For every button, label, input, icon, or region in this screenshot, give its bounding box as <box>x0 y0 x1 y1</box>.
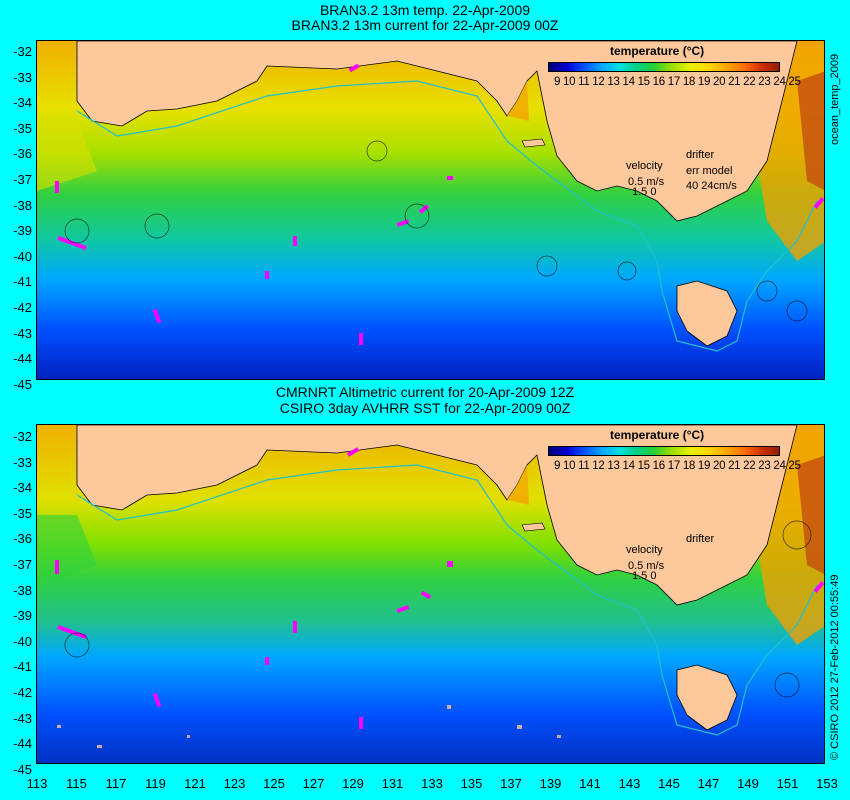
bottom-y-tick-label: -38 <box>13 582 32 598</box>
bottom-y-tick-label: -34 <box>13 480 32 496</box>
bottom-y-tick-label: -39 <box>13 608 32 624</box>
bottom-map-panel <box>36 424 825 764</box>
x-tick-label: 141 <box>579 776 601 791</box>
bottom-title-line2: CSIRO 3day AVHRR SST for 22-Apr-2009 00Z <box>279 400 571 416</box>
top-colorbar <box>548 62 780 72</box>
x-tick-label: 117 <box>105 776 127 791</box>
bottom-y-tick-label: -36 <box>13 531 32 547</box>
top-y-tick-label: -34 <box>13 95 32 111</box>
bottom-colorbar <box>548 446 780 456</box>
bottom-y-tick-label: -32 <box>13 429 32 444</box>
bottom-drifter-label: drifter <box>686 533 715 545</box>
x-tick-label: 135 <box>460 776 483 791</box>
top-map-canvas <box>37 41 824 379</box>
bottom-y-tick-label: -41 <box>13 659 32 675</box>
top-y-tick-label: -42 <box>13 300 32 315</box>
bottom-side-label: © CSIRO 2012 27-Feb-2012 00:55:49 <box>829 574 841 760</box>
bottom-y-tick-label: -37 <box>13 557 32 572</box>
bottom-y-tick-label: -40 <box>13 633 32 649</box>
x-tick-label: 147 <box>697 776 720 791</box>
top-title-line1: BRAN3.2 13m temp. 22-Apr-2009 <box>319 2 531 18</box>
top-map-panel <box>36 40 825 380</box>
top-y-tick-label: -37 <box>13 172 32 187</box>
x-tick-label: 127 <box>302 776 325 791</box>
x-tick-label: 113 <box>26 776 48 791</box>
top-title-line2: BRAN3.2 13m current for 22-Apr-2009 00Z <box>291 17 559 33</box>
bottom-y-tick-label: -42 <box>13 685 32 700</box>
top-colorbar-title: temperature (°C) <box>610 44 705 58</box>
bottom-colorbar-ticks: 9 10 11 12 13 14 15 16 17 18 19 20 21 22… <box>554 460 801 472</box>
x-tick-label: 149 <box>737 776 759 791</box>
top-y-tick-label: -44 <box>13 351 32 367</box>
x-tick-label: 119 <box>145 776 166 791</box>
top-drifter-label: drifter <box>686 149 715 161</box>
top-y-tick-label: -35 <box>13 120 32 136</box>
x-tick-label: 125 <box>263 776 285 791</box>
x-tick-label: 151 <box>776 776 799 791</box>
bottom-velocity-label: velocity <box>626 544 663 556</box>
top-velocity-value: 0.5 m/s <box>628 176 665 188</box>
top-y-tick-label: -43 <box>13 325 32 341</box>
x-tick-label: 115 <box>66 776 87 791</box>
land-tasmania <box>676 664 738 731</box>
land-tasmania <box>676 280 738 347</box>
bottom-y-tick-label: -45 <box>13 761 32 777</box>
bottom-velocity-value: 0.5 m/s <box>628 560 665 572</box>
x-tick-label: 153 <box>816 776 838 791</box>
land-australia <box>76 425 798 606</box>
land-australia <box>76 41 798 222</box>
top-y-tick-label: -39 <box>13 223 32 239</box>
x-tick-label: 133 <box>421 776 443 791</box>
top-side-label: ocean_temp_2009 <box>829 53 841 145</box>
bottom-velocity-sub: 1.5 0 <box>632 570 657 582</box>
top-y-tick-label: -32 <box>13 44 32 59</box>
top-y-tick-label: -33 <box>13 69 32 85</box>
x-tick-label: 139 <box>539 776 562 791</box>
top-y-tick-label: -45 <box>13 376 32 392</box>
top-velocity-sub: 1.5 0 <box>632 186 657 198</box>
drifter-markers <box>55 63 824 345</box>
bottom-map-canvas <box>37 425 824 763</box>
bottom-y-tick-label: -44 <box>13 736 32 752</box>
x-tick-label: 123 <box>223 776 246 791</box>
bottom-title-line1: CMRNRT Altimetric current for 20-Apr-200… <box>275 384 575 400</box>
top-y-tick-label: -41 <box>13 274 32 290</box>
top-velocity-label: velocity <box>626 160 663 172</box>
top-err-model-value: 40 24cm/s <box>686 180 737 192</box>
bottom-y-tick-label: -43 <box>13 710 32 726</box>
top-colorbar-ticks: 9 10 11 12 13 14 15 16 17 18 19 20 21 22… <box>554 76 801 88</box>
x-tick-label: 143 <box>618 776 641 791</box>
top-y-tick-label: -40 <box>13 248 32 264</box>
x-tick-label: 131 <box>381 776 404 791</box>
top-y-tick-label: -38 <box>13 197 32 213</box>
x-tick-label: 129 <box>342 776 364 791</box>
bottom-y-tick-label: -33 <box>13 454 32 470</box>
drifter-markers <box>55 447 824 729</box>
x-tick-label: 121 <box>184 776 206 791</box>
bottom-y-tick-label: -35 <box>13 505 32 521</box>
top-y-tick-label: -36 <box>13 146 32 162</box>
x-tick-label: 137 <box>500 776 522 791</box>
x-tick-label: 145 <box>658 776 680 791</box>
bottom-colorbar-title: temperature (°C) <box>610 428 705 442</box>
top-err-model-label: err model <box>686 165 733 177</box>
